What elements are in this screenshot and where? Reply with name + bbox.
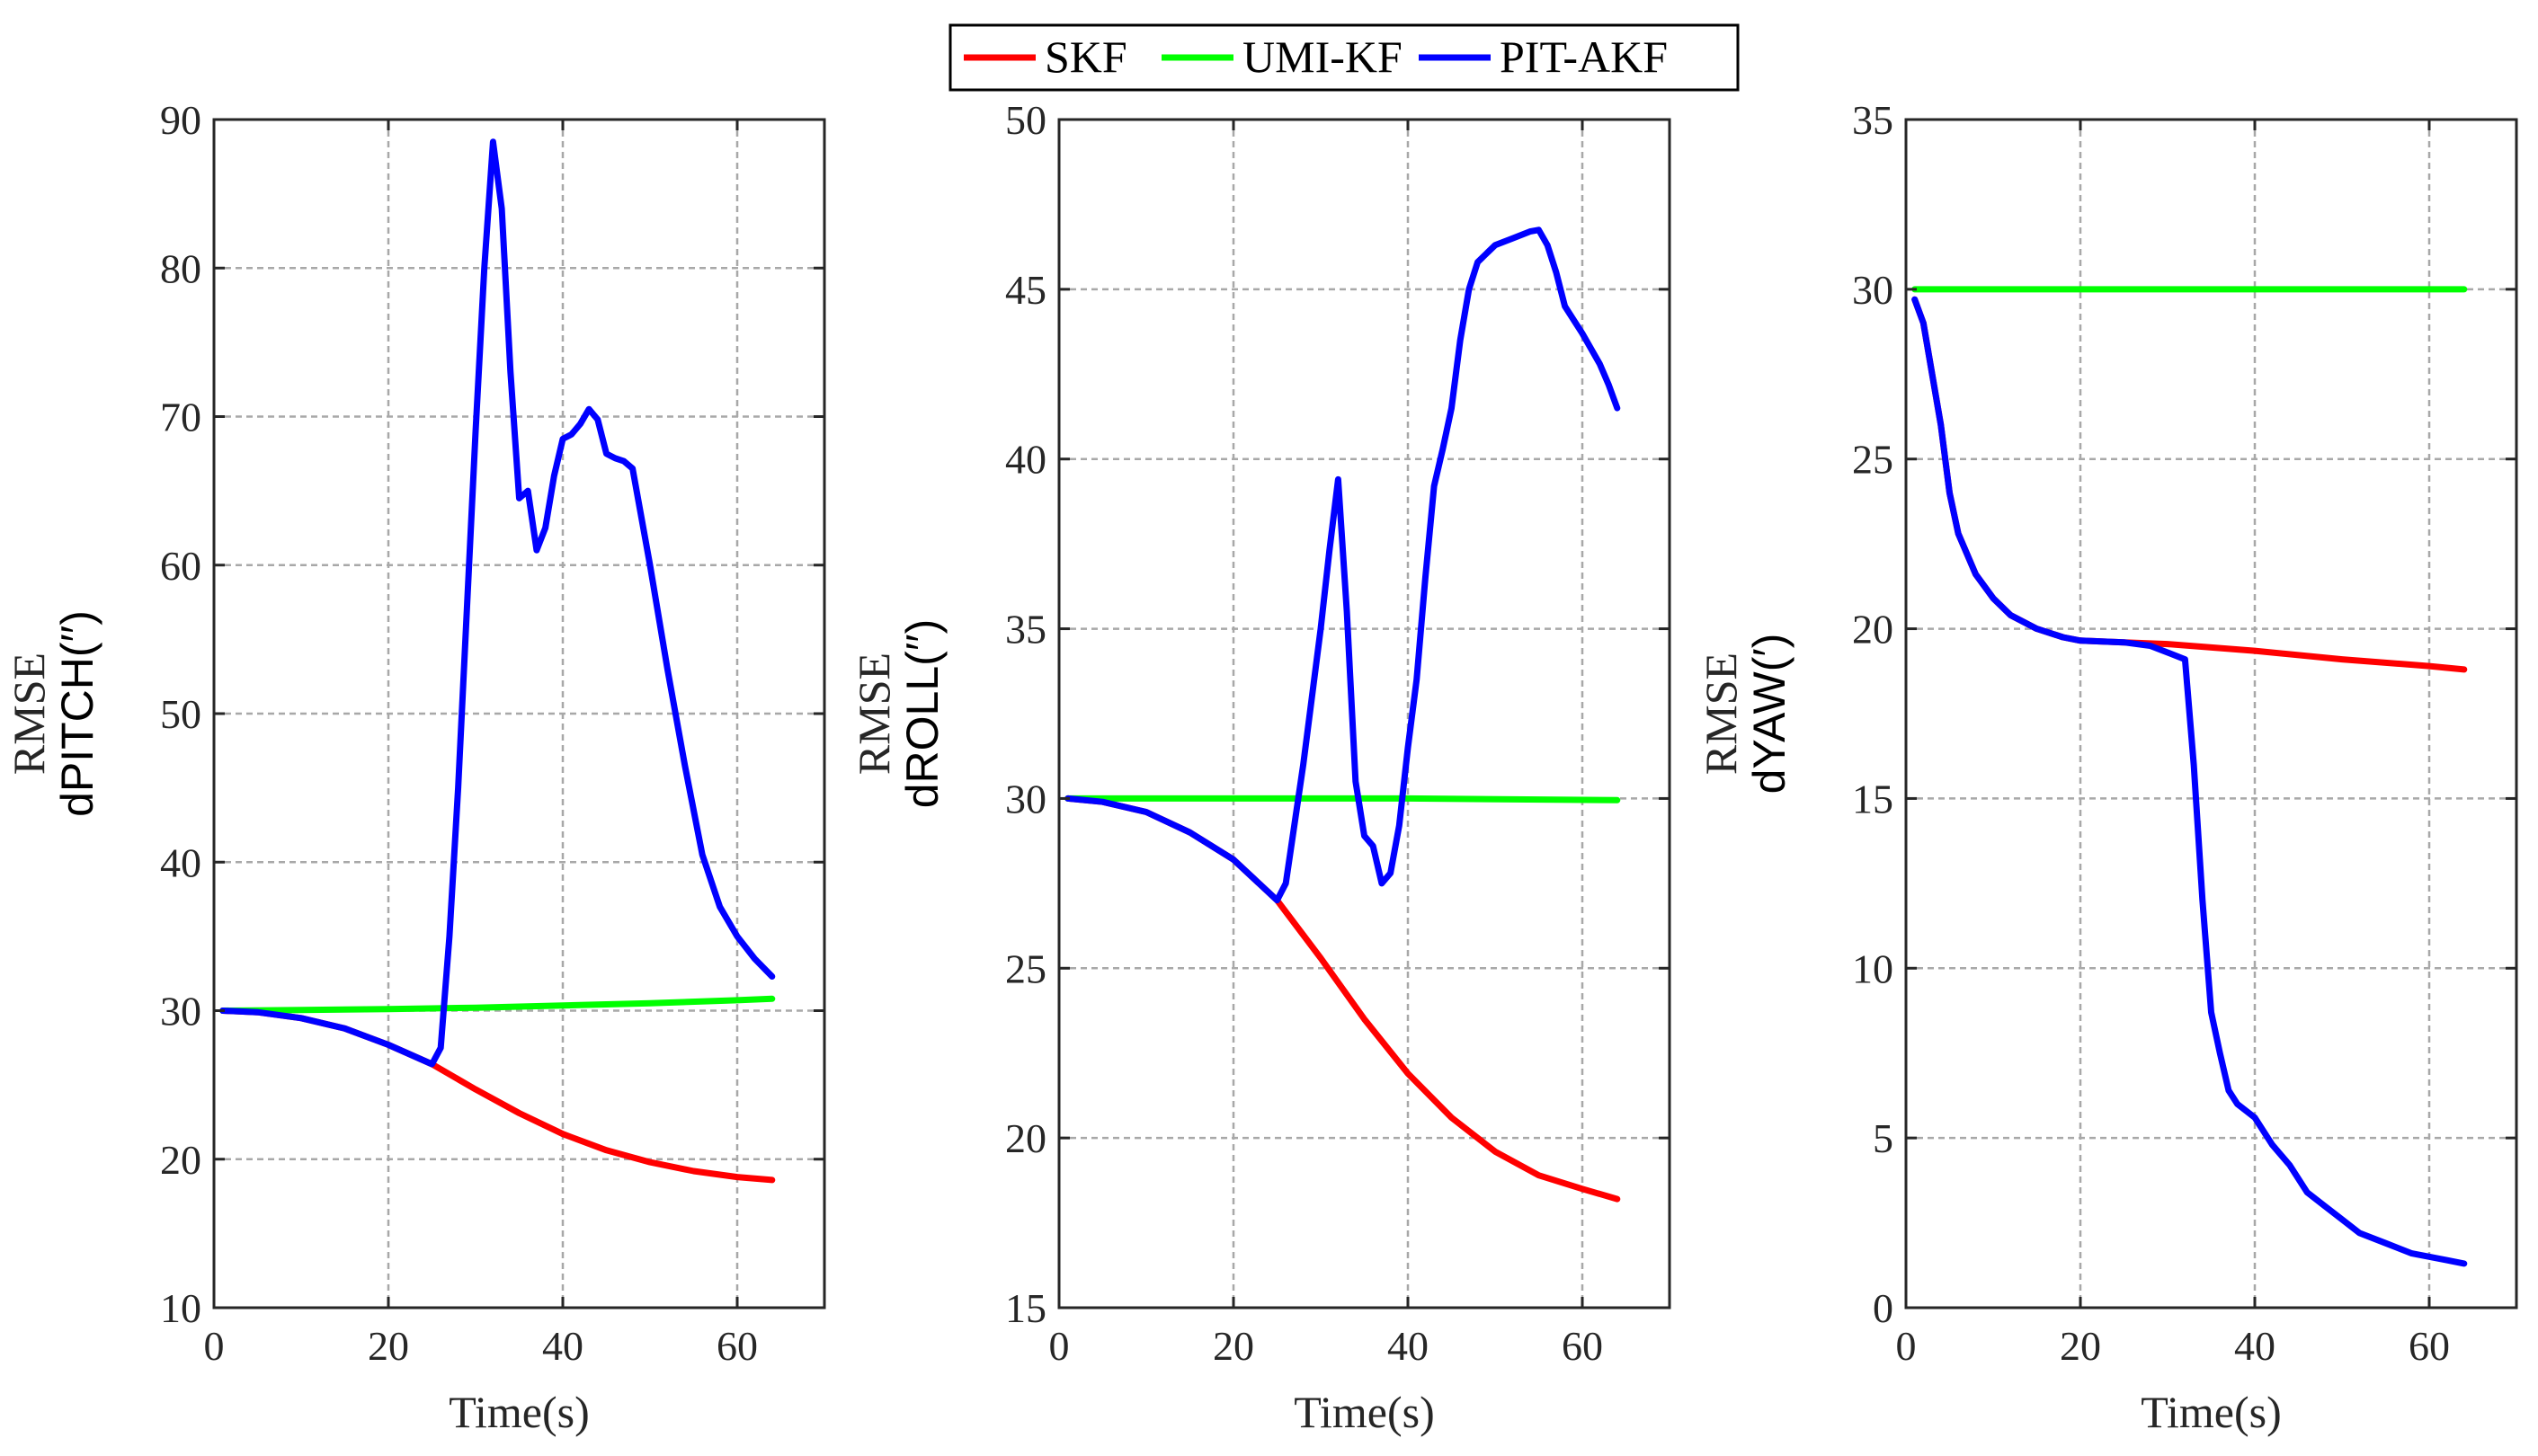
series-line-umi-kf [1064,795,1621,803]
y-tick-label: 20 [1005,1115,1046,1161]
legend-box [948,23,1740,92]
y-tick-label: 10 [1852,946,1893,991]
x-tick-label: 0 [1049,1323,1070,1369]
y-tick-label: 60 [160,543,201,589]
y-tick-label: 5 [1873,1115,1893,1161]
x-tick-label: 20 [368,1323,409,1369]
y-tick-label: 15 [1005,1285,1046,1331]
y-tick-label: 40 [160,839,201,885]
y-axis-title: RMSEdYAW(′) [1696,634,1794,795]
axes-box [1057,118,1671,1310]
y-tick-label: 70 [160,395,201,440]
y-axis-title-metric: RMSE [1696,653,1746,775]
y-tick-label: 25 [1852,437,1893,483]
legend: SKF UMI-KF PIT-AKF [948,23,1740,92]
y-axis-title: RMSEdPITCH(′′) [4,610,102,817]
x-tick-label: 60 [2409,1323,2450,1369]
y-tick-label: 50 [1005,97,1046,143]
y-axis-title-quantity: dROLL(′′) [897,619,948,808]
y-tick-label: 45 [1005,267,1046,313]
y-tick-label: 25 [1005,946,1046,991]
y-axis-title-metric: RMSE [849,653,899,775]
series-line-umi-kf [219,995,776,1014]
x-tick-label: 0 [204,1323,225,1369]
y-tick-label: 15 [1852,776,1893,821]
x-axis-title: Time(s) [1294,1387,1435,1437]
y-tick-label: 40 [1005,437,1046,483]
chart-panel-dyaw: 0 20 40 60 0 5 10 15 20 25 30 35 Time(s) RMSEdYAW(′) [1696,97,2518,1437]
x-axis-title: Time(s) [2141,1387,2282,1437]
series-line-pit-akf [219,138,776,1068]
x-tick-label: 60 [1562,1323,1603,1369]
series-line-pit-akf [1064,226,1621,904]
series-line-pit-akf [1911,296,2468,1267]
x-axis-title: Time(s) [449,1387,590,1437]
y-tick-label: 35 [1852,97,1893,143]
y-tick-label: 35 [1005,607,1046,653]
x-tick-label: 40 [542,1323,583,1369]
y-tick-label: 20 [160,1137,201,1183]
series-line-skf [219,1008,776,1184]
x-tick-label: 20 [1213,1323,1254,1369]
x-tick-label: 20 [2060,1323,2101,1369]
y-tick-label: 30 [1852,267,1893,313]
x-tick-label: 40 [2234,1323,2275,1369]
y-tick-label: 10 [160,1285,201,1331]
y-axis-title-metric: RMSE [4,653,54,775]
legend-label-skf: SKF [1045,31,1127,82]
y-tick-label: 20 [1852,607,1893,653]
y-tick-label: 30 [1005,776,1046,821]
y-tick-label: 90 [160,97,201,143]
chart-panel-droll: 0 20 40 60 15 20 25 30 35 40 45 50 Time(s) RMSEdROLL(… [849,97,1671,1437]
y-axis-title: RMSEdROLL(′′) [849,619,948,808]
x-tick-label: 60 [717,1323,758,1369]
chart-panel-dpitch: 0 20 40 60 10 20 30 40 50 60 70 80 90 Time(s) RMSEdPIT… [4,97,826,1437]
legend-label-pit-akf: PIT-AKF [1500,31,1668,82]
y-axis-title-quantity: dYAW(′) [1744,634,1794,795]
y-tick-label: 0 [1873,1285,1893,1331]
x-tick-label: 40 [1387,1323,1429,1369]
series-line-skf [1911,296,2468,673]
y-tick-label: 30 [160,989,201,1034]
y-axis-title-quantity: dPITCH(′′) [52,610,102,817]
x-tick-label: 0 [1896,1323,1917,1369]
legend-label-umi-kf: UMI-KF [1242,31,1403,82]
y-tick-label: 50 [160,691,201,737]
axes-box [1904,118,2518,1310]
panels: 0 20 40 60102030405060708090Time(s)RMSEdPIT… [4,97,2518,1437]
y-tick-label: 80 [160,245,201,291]
